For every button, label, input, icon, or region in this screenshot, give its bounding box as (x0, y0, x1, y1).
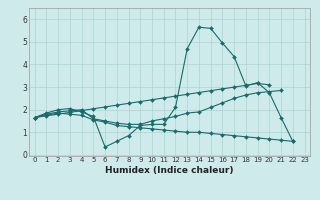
X-axis label: Humidex (Indice chaleur): Humidex (Indice chaleur) (105, 166, 234, 175)
